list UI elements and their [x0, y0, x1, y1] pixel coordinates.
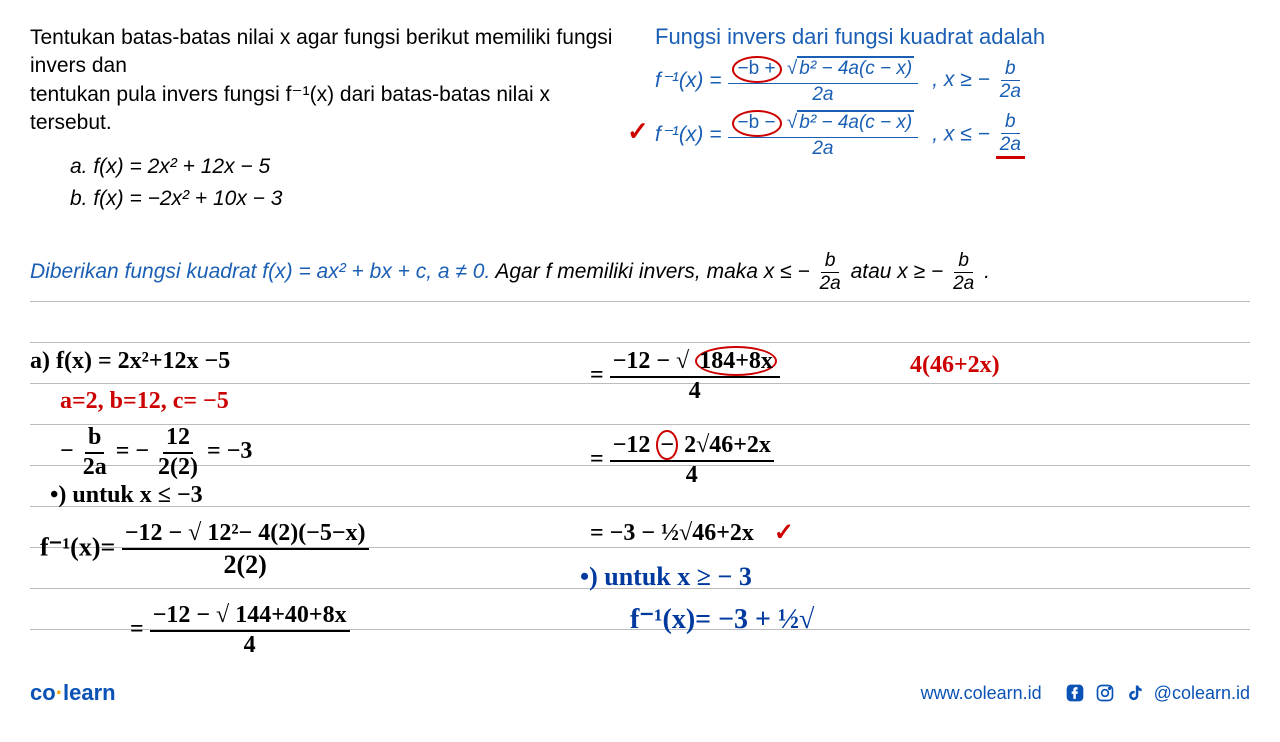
footer-handle: @colearn.id	[1154, 683, 1250, 704]
checkmark-icon: ✓	[774, 520, 794, 546]
footer: co·learn www.colearn.id @colearn.id	[30, 680, 1250, 706]
circled-b-minus: −b −	[732, 110, 782, 137]
checkmark-icon: ✓	[627, 116, 649, 147]
question-prompt: Tentukan batas-batas nilai x agar fungsi…	[30, 24, 625, 214]
hw-step5: = −3 − ½√46+2x ✓	[590, 520, 794, 548]
footer-url: www.colearn.id	[921, 683, 1042, 704]
brand-logo: co·learn	[30, 680, 116, 706]
circled-minus: −	[656, 430, 678, 460]
inverse-formula-box: Fungsi invers dari fungsi kuadrat adalah…	[655, 24, 1250, 214]
prompt-line1: Tentukan batas-batas nilai x agar fungsi…	[30, 24, 625, 81]
instagram-icon	[1094, 682, 1116, 704]
hw-step2: = −12 − √ 144+40+8x 4	[130, 602, 350, 659]
hw-coeffs: a=2, b=12, c= −5	[60, 388, 229, 416]
hw-inv1: f⁻¹(x)= −12 − √ 12²− 4(2)(−5−x) 2(2)	[40, 520, 369, 579]
hw-case2: •) untuk x ≥ − 3	[580, 562, 752, 592]
problem-a: a. f(x) = 2x² + 12x − 5	[70, 151, 625, 183]
hw-step3-factor: 4(46+2x)	[910, 352, 1000, 380]
social-links: www.colearn.id @colearn.id	[921, 682, 1250, 704]
facebook-icon	[1064, 682, 1086, 704]
prompt-line2: tentukan pula invers fungsi f⁻¹(x) dari …	[30, 81, 625, 138]
hw-step3: = −12 − √ 184+8x 4	[590, 348, 780, 405]
circled-expr: 184+8x	[695, 346, 777, 376]
inverse-formula-minus: ✓ f⁻¹(x) = −b − √b² − 4a(c − x) 2a , x ≤…	[655, 110, 1250, 160]
circled-b-plus: −b +	[732, 56, 782, 83]
inverse-title: Fungsi invers dari fungsi kuadrat adalah	[655, 24, 1250, 50]
hw-vertex: − b2a = − 122(2) = −3	[60, 424, 252, 481]
inverse-formula-plus: f⁻¹(x) = −b + √b² − 4a(c − x) 2a , x ≥ −…	[655, 56, 1250, 106]
hw-case1: •) untuk x ≤ −3	[50, 482, 203, 510]
hw-inv2: f⁻¹(x)= −3 + ½√	[630, 604, 814, 636]
problem-b: b. f(x) = −2x² + 10x − 3	[70, 183, 625, 215]
context-statement: Diberikan fungsi kuadrat f(x) = ax² + bx…	[30, 250, 1250, 302]
hw-a-header: a) f(x) = 2x²+12x −5	[30, 348, 230, 376]
tiktok-icon	[1124, 682, 1146, 704]
problem-list: a. f(x) = 2x² + 12x − 5 b. f(x) = −2x² +…	[70, 151, 625, 214]
hw-step4: = −12 − 2√46+2x 4	[590, 432, 774, 489]
